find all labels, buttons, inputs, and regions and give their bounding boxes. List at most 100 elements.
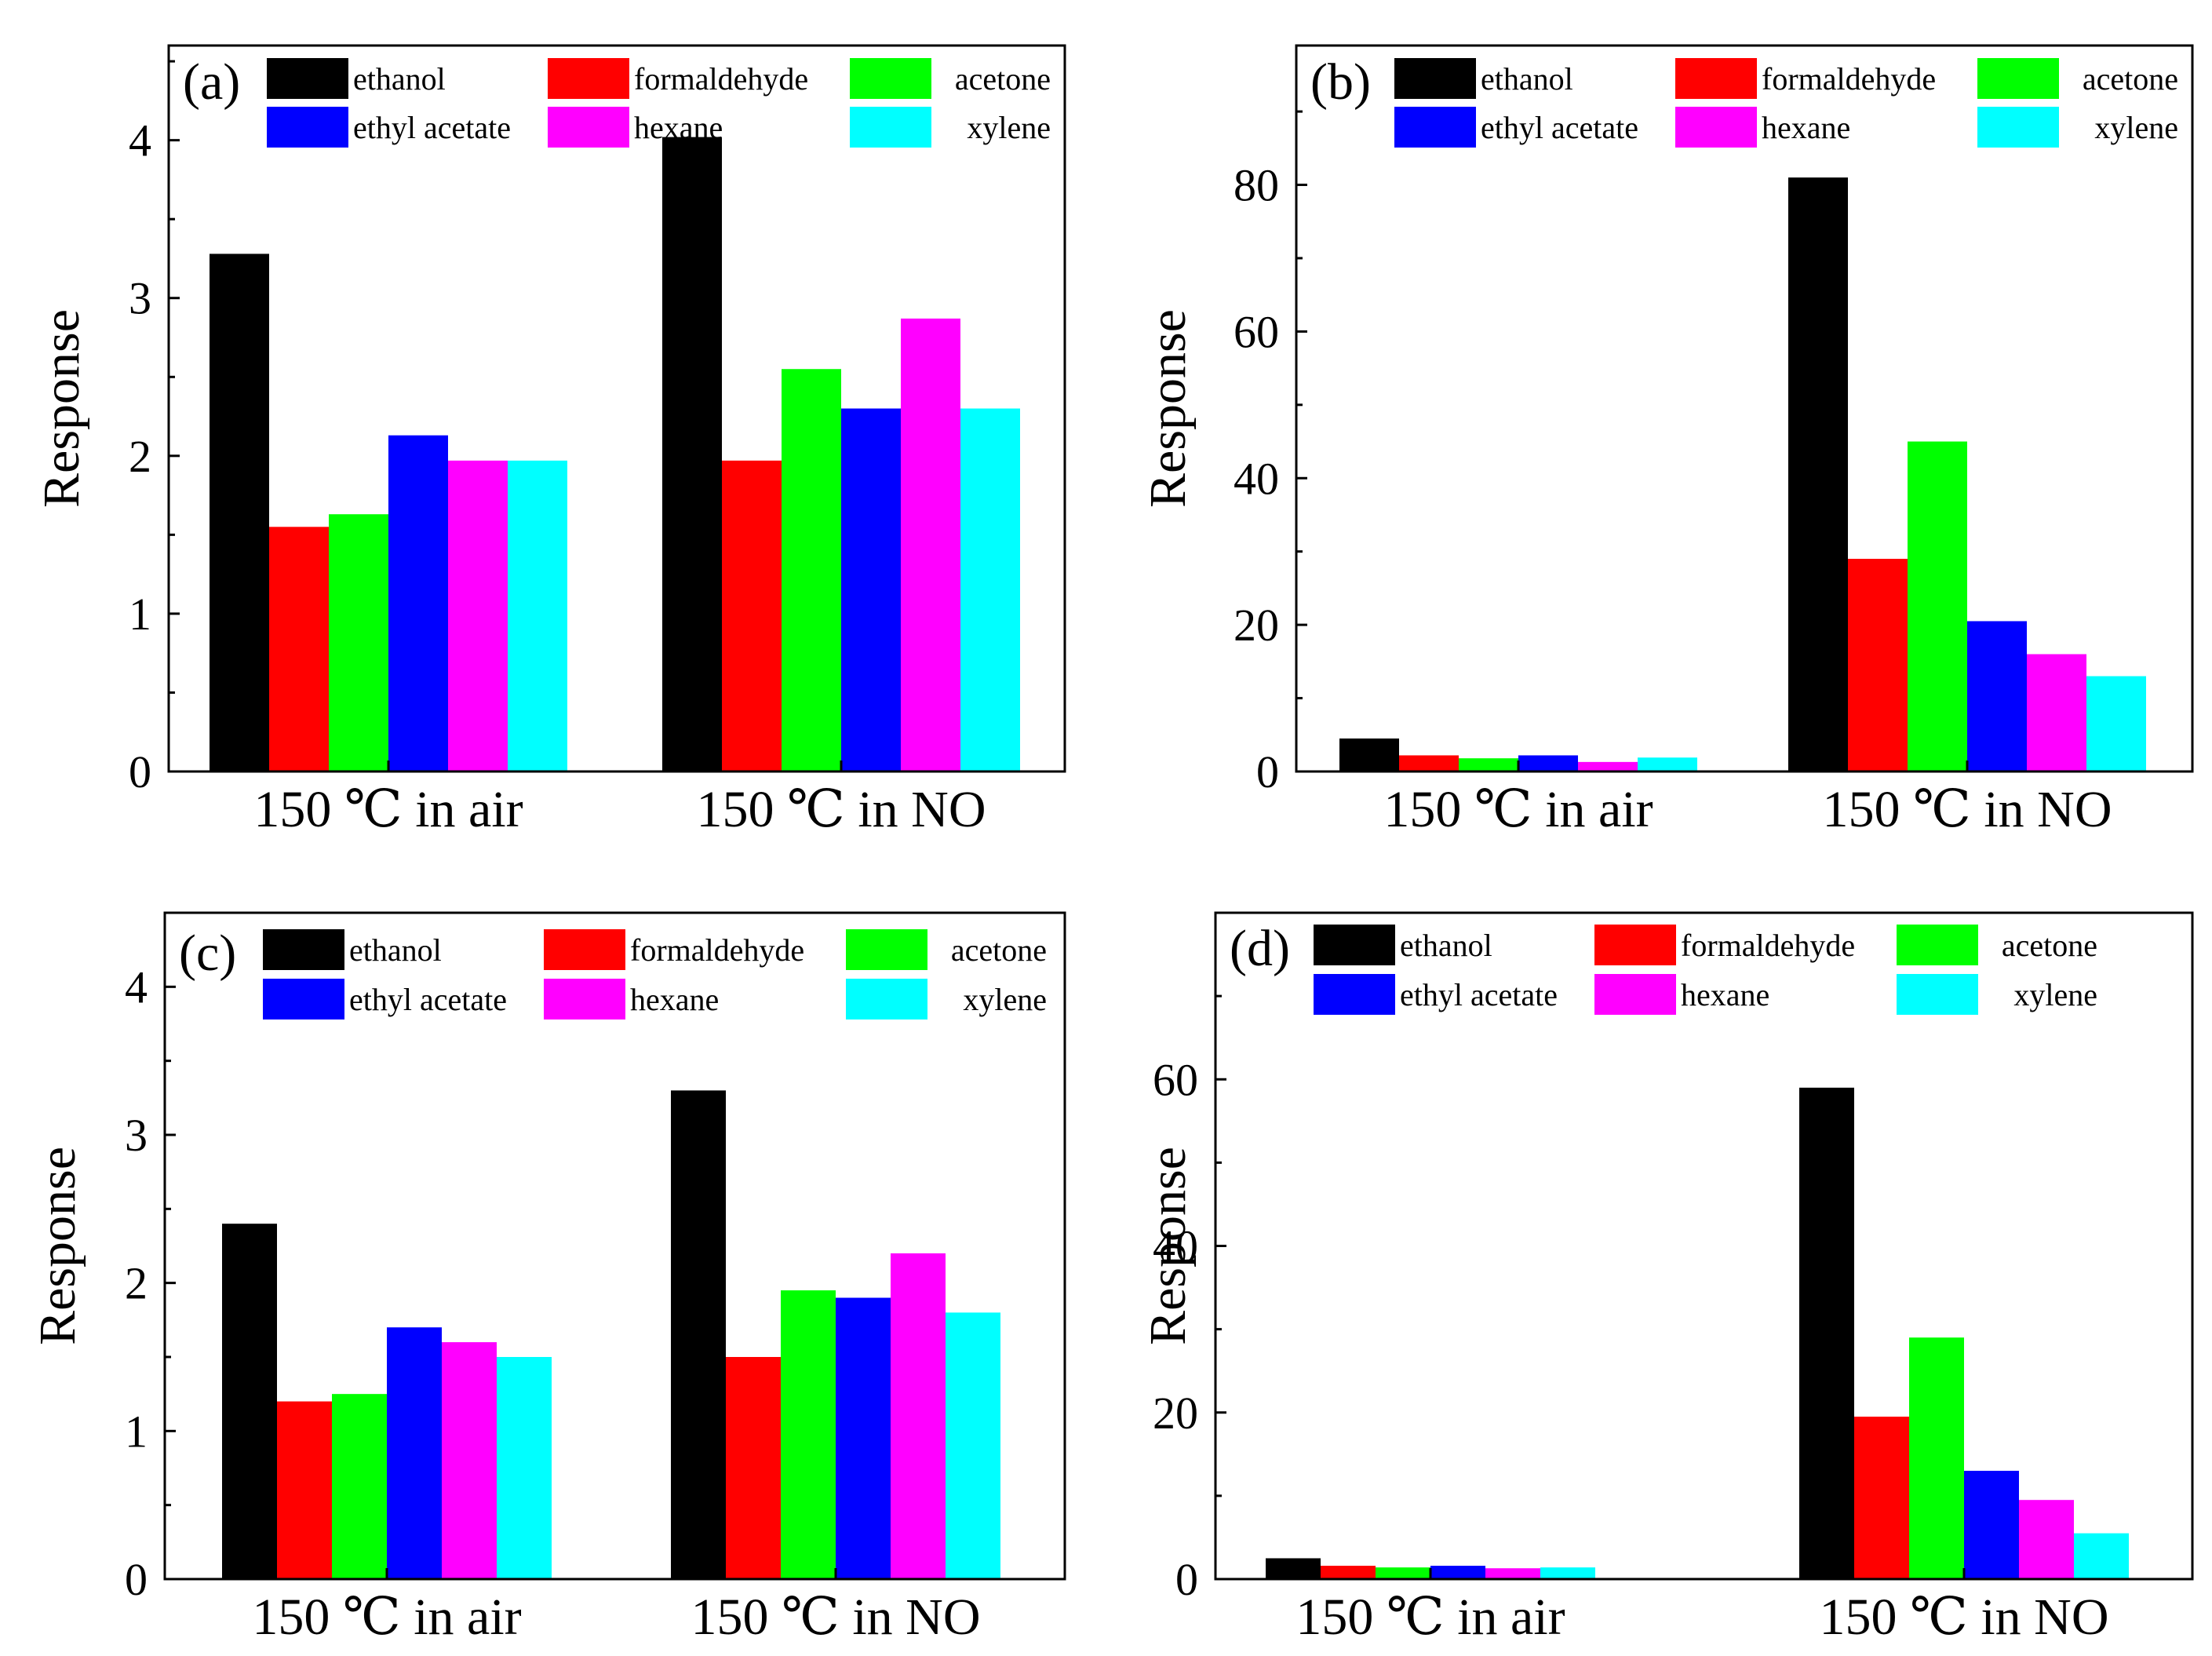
- legend-swatch-acetone: [1977, 58, 2059, 99]
- bar-ethanol-air: [222, 1224, 277, 1579]
- panel-b: 0 20 40 60 80 150 ℃ in air 150 ℃ in NO Response…: [1139, 44, 2194, 838]
- bar-ethyl-acetate-no: [836, 1297, 891, 1579]
- legend-label-acetone: acetone: [955, 61, 1051, 97]
- bar-ethyl-acetate-air: [1518, 755, 1578, 771]
- legend-label-formaldehyde: formaldehyde: [1762, 61, 1936, 97]
- legend-swatch-hexane: [1675, 107, 1757, 148]
- panel-a: 0 1 2 3 4 150 ℃ in air 150 ℃ in NO Response (a) e…: [33, 44, 1066, 838]
- bar-hexane-no: [2019, 1500, 2074, 1579]
- bar-xylene-air: [1638, 757, 1697, 771]
- bar-hexane-no: [891, 1253, 946, 1579]
- legend-swatch-xylene: [1897, 974, 1978, 1015]
- legend-swatch-acetone: [1897, 925, 1978, 965]
- y-tick-label: 1: [125, 1406, 148, 1457]
- bar-xylene-air: [497, 1357, 552, 1579]
- legend-label-ethyl-acetate: ethyl acetate: [1400, 977, 1558, 1012]
- bar-ethanol-no: [671, 1090, 726, 1579]
- legend-label-formaldehyde: formaldehyde: [1681, 928, 1855, 963]
- bar-xylene-air: [1540, 1567, 1595, 1579]
- x-category-label: 150 ℃ in NO: [697, 781, 986, 838]
- x-category-label: 150 ℃ in air: [1295, 1589, 1565, 1646]
- bar-formaldehyde-air: [1321, 1566, 1376, 1579]
- bar-acetone-air: [1459, 758, 1518, 771]
- bar-hexane-no: [901, 318, 960, 771]
- bar-ethyl-acetate-no: [1967, 621, 2027, 771]
- bar-formaldehyde-air: [269, 527, 329, 771]
- bar-acetone-no: [781, 1290, 836, 1579]
- legend-swatch-hexane: [544, 979, 625, 1019]
- bar-formaldehyde-no: [726, 1357, 781, 1579]
- bar-formaldehyde-air: [1399, 755, 1459, 771]
- bar-hexane-air: [448, 460, 508, 771]
- y-tick-label: 3: [129, 273, 151, 324]
- y-tick-label: 4: [129, 115, 151, 166]
- y-tick-label: 2: [129, 431, 151, 482]
- y-tick-label: 0: [1256, 746, 1279, 797]
- legend-swatch-ethyl-acetate: [263, 979, 344, 1019]
- bar-ethyl-acetate-air: [1430, 1566, 1485, 1579]
- x-category-label: 150 ℃ in NO: [1823, 781, 2112, 838]
- legend-swatch-xylene: [846, 979, 927, 1019]
- plot-frame: [167, 44, 1066, 773]
- y-axis-label: Response: [33, 309, 90, 508]
- legend-swatch-formaldehyde: [544, 929, 625, 970]
- bar-ethyl-acetate-air: [387, 1327, 442, 1579]
- y-axis-label: Response: [1139, 1147, 1197, 1345]
- bar-formaldehyde-no: [1848, 559, 1908, 771]
- bar-ethyl-acetate-air: [388, 435, 448, 771]
- bar-acetone-air: [1376, 1567, 1430, 1579]
- panel-tag: (b): [1310, 53, 1371, 111]
- y-axis-label: Response: [29, 1147, 86, 1345]
- legend-swatch-ethanol: [263, 929, 344, 970]
- x-category-label: 150 ℃ in air: [252, 1589, 521, 1646]
- x-category-label: 150 ℃ in NO: [691, 1589, 981, 1646]
- legend-label-ethyl-acetate: ethyl acetate: [349, 982, 507, 1017]
- y-tick-label: 40: [1234, 453, 1279, 504]
- legend-label-ethanol: ethanol: [349, 932, 442, 968]
- plot-frame: [163, 911, 1066, 1581]
- legend-label-acetone: acetone: [951, 932, 1047, 968]
- bar-xylene-no: [2086, 676, 2146, 771]
- legend-swatch-acetone: [846, 929, 927, 970]
- x-category-label: 150 ℃ in air: [253, 781, 523, 838]
- bar-ethyl-acetate-no: [1964, 1471, 2019, 1579]
- bar-xylene-no: [960, 408, 1020, 771]
- legend-swatch-ethyl-acetate: [267, 107, 348, 148]
- panel-tag: (d): [1230, 920, 1290, 977]
- bar-xylene-no: [2074, 1533, 2129, 1579]
- bar-hexane-air: [442, 1342, 497, 1579]
- legend-swatch-hexane: [548, 107, 629, 148]
- y-tick-label: 60: [1153, 1054, 1198, 1105]
- bar-ethanol-air: [210, 254, 269, 771]
- bar-acetone-no: [1909, 1337, 1964, 1579]
- legend-label-hexane: hexane: [1681, 977, 1769, 1012]
- legend-swatch-formaldehyde: [548, 58, 629, 99]
- legend-label-xylene: xylene: [2094, 110, 2178, 145]
- legend-swatch-ethyl-acetate: [1314, 974, 1395, 1015]
- y-tick-label: 80: [1234, 160, 1279, 211]
- panel-c: 0 1 2 3 4 150 ℃ in air 150 ℃ in NO Response (c) e…: [29, 911, 1066, 1646]
- bar-acetone-air: [332, 1394, 387, 1579]
- bar-ethyl-acetate-no: [841, 408, 901, 771]
- y-axis-label: Response: [1139, 309, 1197, 508]
- bar-acetone-no: [782, 369, 841, 771]
- legend-label-hexane: hexane: [634, 110, 723, 145]
- x-category-label: 150 ℃ in air: [1383, 781, 1653, 838]
- bar-ethanol-no: [1788, 177, 1848, 771]
- y-tick-label: 4: [125, 961, 148, 1012]
- bar-ethanol-no: [662, 137, 722, 771]
- legend-label-xylene: xylene: [2013, 977, 2097, 1012]
- legend-label-acetone: acetone: [2002, 928, 2097, 963]
- bar-ethanol-air: [1339, 738, 1399, 771]
- y-tick-label: 0: [125, 1554, 148, 1605]
- legend-label-formaldehyde: formaldehyde: [630, 932, 804, 968]
- bar-xylene-no: [946, 1312, 1000, 1579]
- bar-formaldehyde-no: [722, 460, 782, 771]
- bar-xylene-air: [508, 460, 567, 771]
- legend-swatch-acetone: [850, 58, 931, 99]
- y-tick-label: 60: [1234, 306, 1279, 357]
- panel-d: 0 20 40 60 150 ℃ in air 150 ℃ in NO Response (d…: [1139, 911, 2194, 1646]
- legend-label-ethanol: ethanol: [353, 61, 446, 97]
- bar-formaldehyde-air: [277, 1401, 332, 1579]
